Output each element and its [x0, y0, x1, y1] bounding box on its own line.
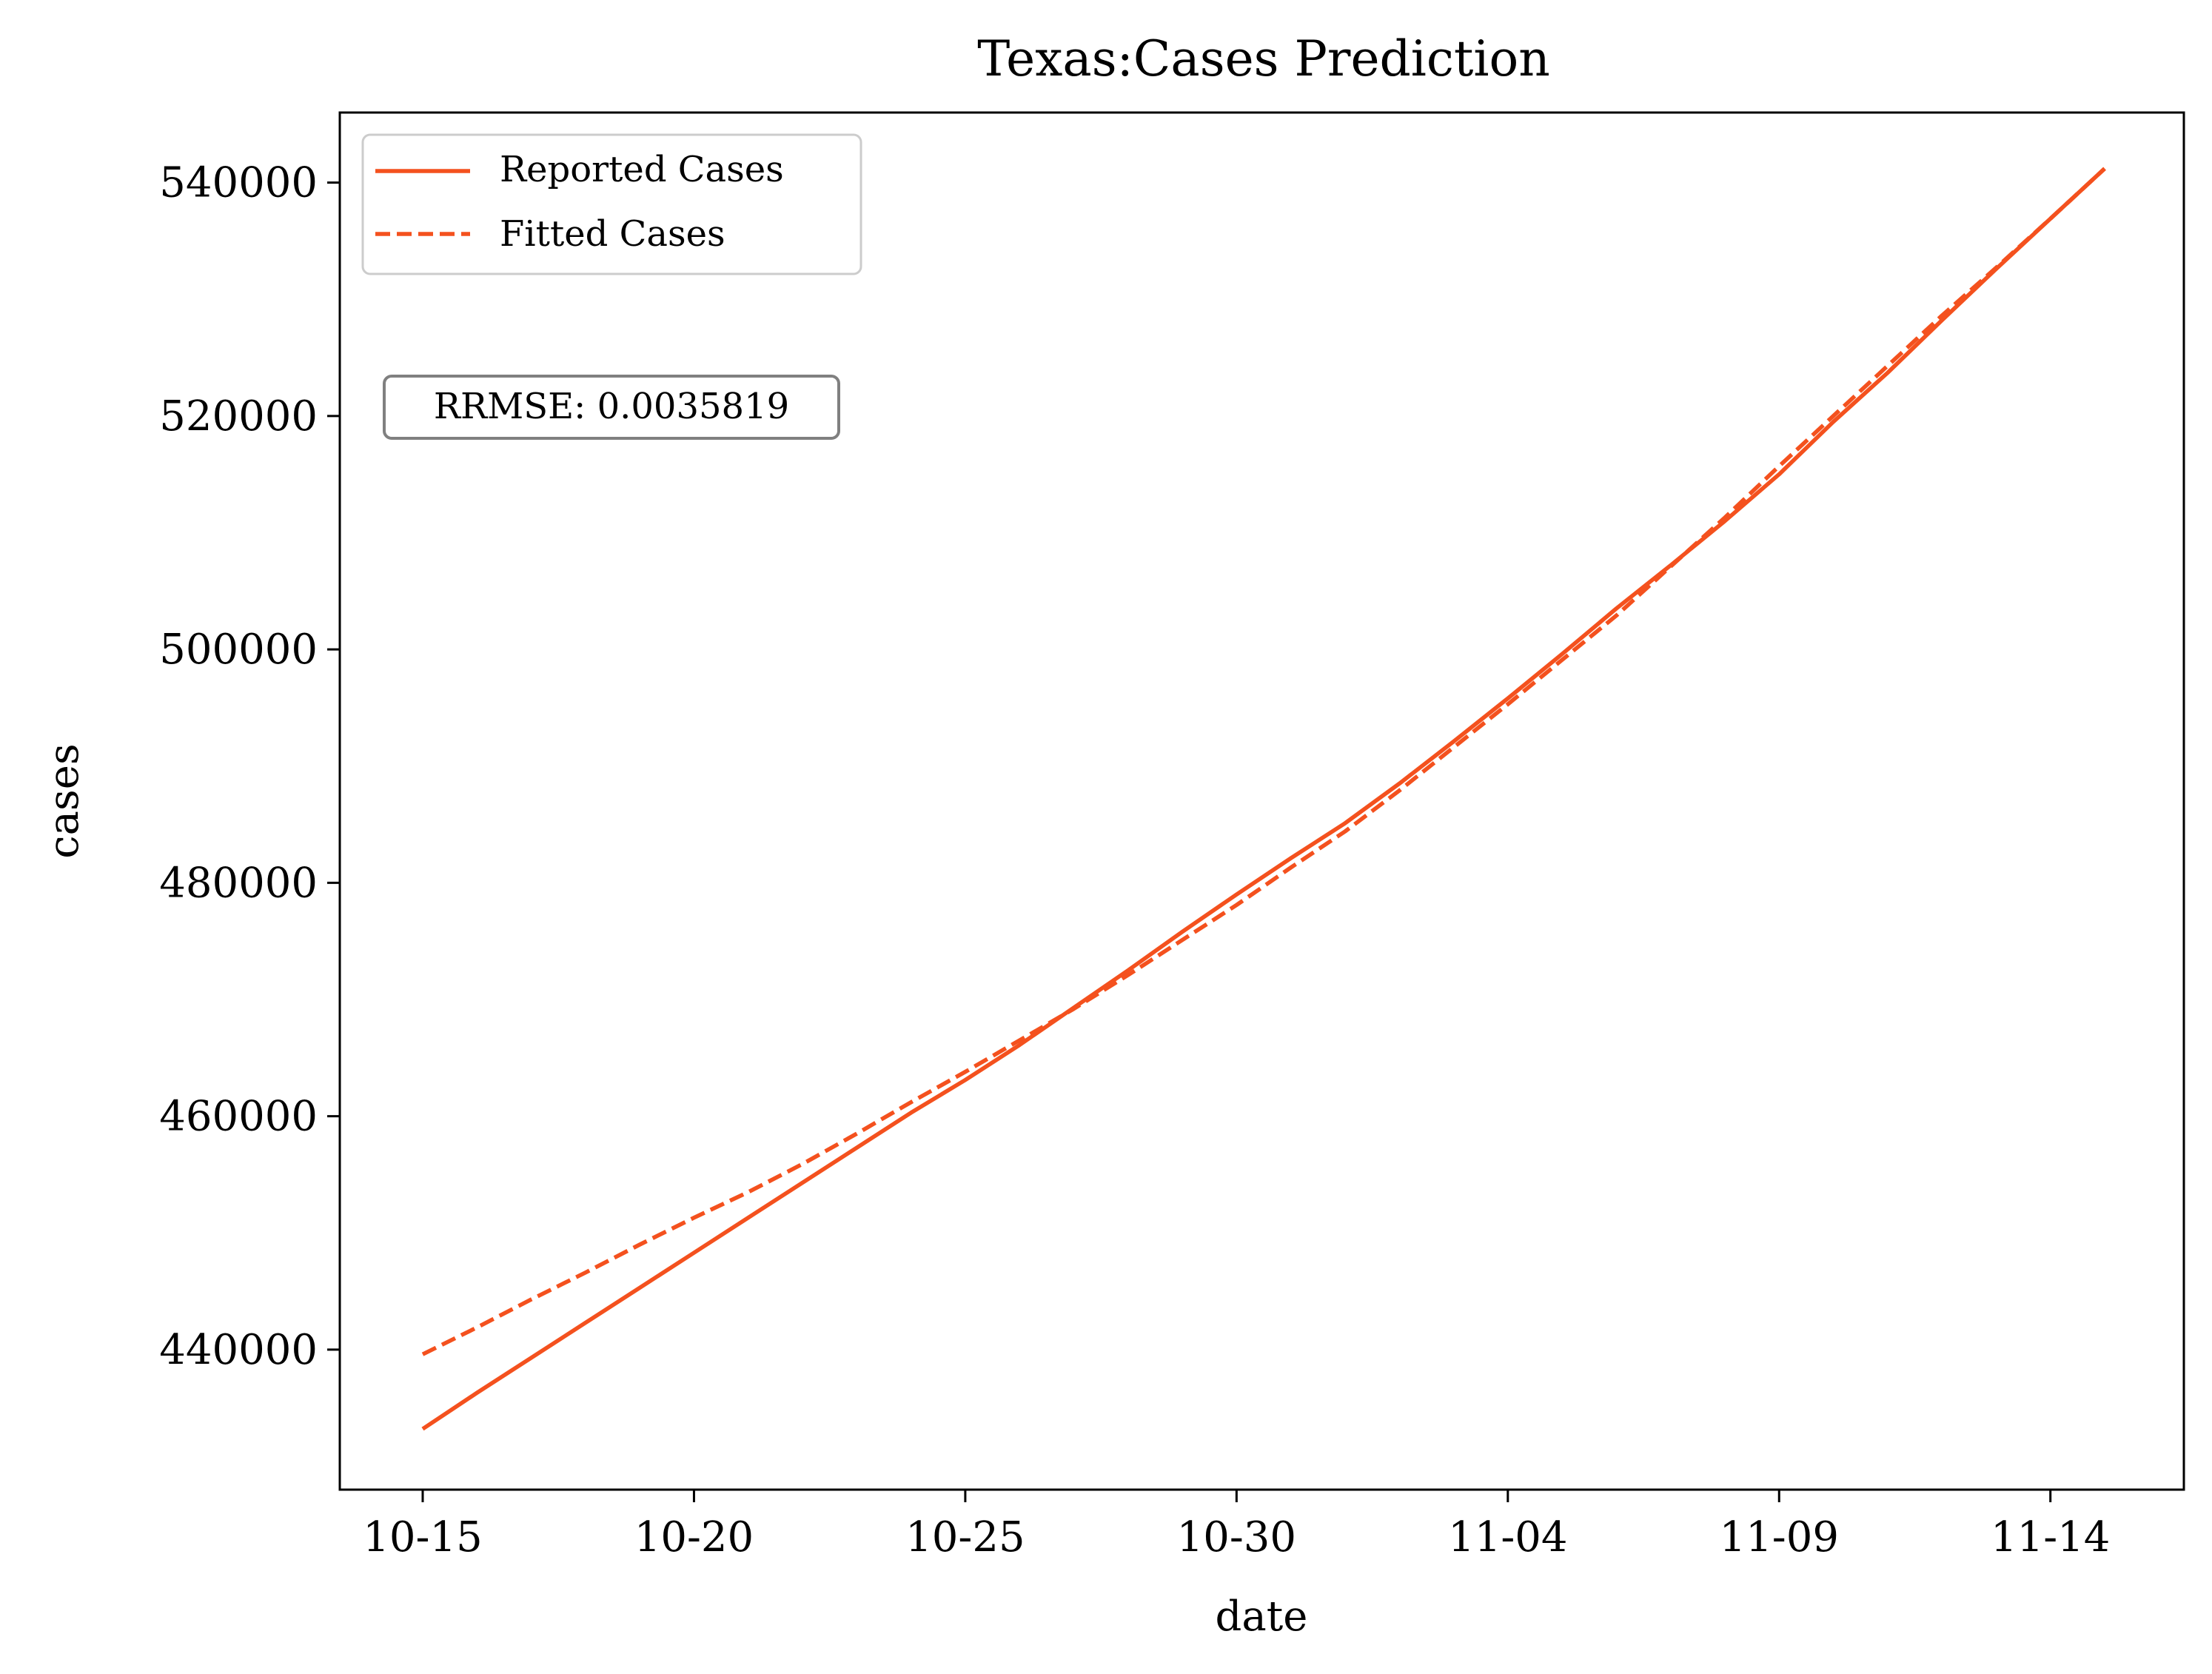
plot-frame: [338, 111, 2185, 1491]
x-tick-label: 10-30: [1177, 1513, 1296, 1561]
y-tick-label: 480000: [159, 859, 318, 907]
y-axis-label: cases: [40, 743, 88, 858]
rrmse-annotation: RRMSE: 0.0035819: [383, 375, 840, 440]
series-line-reported-cases: [421, 167, 2106, 1431]
y-tick-label: 540000: [159, 159, 318, 207]
x-axis: 10-15 10-20 10-25 10-30 11-04 11-09 11-14: [363, 1490, 2110, 1561]
rrmse-box: [383, 375, 840, 440]
x-tick-label: 10-20: [634, 1513, 754, 1561]
x-tick-label: 11-09: [1720, 1513, 1839, 1561]
rrmse-text: RRMSE: 0.0035819: [434, 386, 789, 427]
legend: Reported Cases Fitted Cases: [361, 133, 862, 275]
legend-label-fitted: Fitted Cases: [500, 213, 725, 255]
x-axis-label: date: [1216, 1593, 1308, 1641]
y-tick-label: 520000: [159, 392, 318, 441]
y-tick-label: 440000: [159, 1326, 318, 1374]
legend-box: [361, 133, 862, 275]
series-line-fitted-cases: [421, 167, 2106, 1356]
legend-label-reported: Reported Cases: [500, 149, 784, 190]
y-tick-label: 500000: [159, 626, 318, 674]
x-tick-label: 11-14: [1991, 1513, 2110, 1561]
chart-title: Texas:Cases Prediction: [977, 30, 1549, 87]
x-tick-label: 11-04: [1448, 1513, 1567, 1561]
y-tick-label: 460000: [159, 1093, 318, 1141]
y-axis: 440000 460000 480000 500000 520000 540000: [159, 159, 340, 1374]
series-layer: [421, 167, 2106, 1431]
x-tick-label: 10-25: [905, 1513, 1025, 1561]
x-tick-label: 10-15: [363, 1513, 482, 1561]
